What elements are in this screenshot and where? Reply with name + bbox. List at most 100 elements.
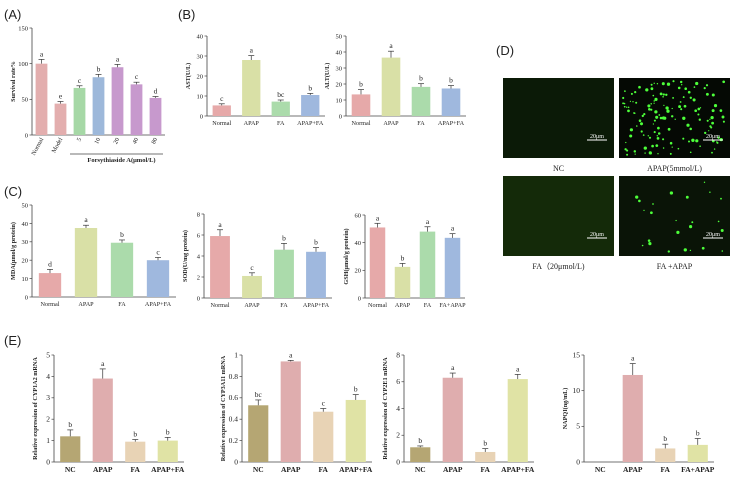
- fluorescent-cell: [669, 141, 673, 145]
- category-label: FA: [661, 465, 671, 474]
- significance-letter: a: [250, 46, 254, 55]
- bar: [655, 448, 676, 462]
- y-tick-label: 0.4: [229, 415, 239, 424]
- y-axis-label: MDA(μmol/g protein): [10, 222, 17, 280]
- bar: [130, 84, 143, 135]
- fluorescent-cell: [648, 108, 651, 111]
- bar: [73, 87, 86, 135]
- category-label: Normal: [352, 120, 371, 127]
- significance-letter: b: [166, 427, 170, 436]
- y-tick-label: 0.6: [229, 393, 239, 402]
- fluorescent-cell: [638, 85, 641, 89]
- fluorescent-cell: [688, 140, 690, 143]
- fluorescent-cell: [638, 199, 641, 203]
- fluorescent-cell: [672, 96, 675, 99]
- fluorescent-cell: [662, 147, 665, 149]
- category-label: Normal: [368, 302, 387, 309]
- y-tick-label: 0: [396, 457, 400, 466]
- fluorescent-cell: [641, 244, 644, 247]
- fluorescent-cell: [705, 84, 709, 87]
- y-tick-label: 0: [25, 132, 28, 139]
- category-label: NC: [595, 465, 606, 474]
- fluorescent-cell: [622, 102, 625, 105]
- panel-label-d: (D): [496, 43, 514, 58]
- category-label: FA: [424, 302, 432, 309]
- fluorescent-cell: [630, 92, 633, 95]
- fluorescent-cell: [643, 146, 647, 150]
- fluorescent-cell: [695, 81, 699, 86]
- y-axis-label: Relative expression of CYP3A11 mRNA: [220, 355, 227, 461]
- fluorescent-cell: [683, 248, 687, 252]
- fluorescent-cell: [654, 110, 658, 114]
- bar: [444, 237, 461, 298]
- fluorescent-cell: [689, 151, 692, 154]
- category-label: APAP: [281, 465, 301, 474]
- significance-letter: b: [663, 434, 667, 443]
- category-label: APAP: [93, 465, 113, 474]
- bar: [38, 273, 62, 297]
- significance-letter: b: [308, 83, 312, 92]
- micrograph-caption: FA（20μmol/L): [532, 262, 584, 271]
- category-label: FA: [118, 301, 126, 308]
- y-tick-label: 40: [336, 49, 343, 56]
- bar: [60, 436, 81, 462]
- fluorescent-cell: [719, 109, 723, 112]
- y-tick-label: 6: [197, 232, 201, 239]
- panel-label-a: (A): [4, 7, 21, 22]
- fluorescent-cell: [662, 138, 665, 141]
- fluorescent-cell: [662, 95, 664, 98]
- fluorescent-cell: [647, 135, 649, 137]
- y-tick-label: 0: [358, 295, 361, 302]
- category-label: APAP: [395, 302, 411, 309]
- y-tick-label: 60: [355, 212, 362, 219]
- significance-letter: c: [322, 399, 326, 408]
- fluorescent-cell: [711, 93, 715, 97]
- bar: [110, 242, 134, 297]
- y-tick-label: 2: [46, 415, 50, 424]
- fluorescent-cell: [711, 121, 715, 125]
- y-tick-label: 0: [46, 457, 50, 466]
- fluorescent-cell: [626, 106, 628, 108]
- significance-letter: c: [156, 247, 160, 256]
- fluorescent-cell: [679, 80, 683, 84]
- bar: [242, 60, 261, 116]
- y-tick-label: 30: [336, 65, 343, 72]
- fluorescent-cell: [624, 148, 627, 151]
- category-label: APAP+FA: [297, 120, 324, 127]
- category-label: NC: [65, 465, 76, 474]
- fluorescent-cell: [639, 122, 644, 126]
- significance-letter: a: [426, 217, 430, 226]
- fluorescent-cell: [638, 119, 642, 122]
- fluorescent-cell: [710, 126, 713, 129]
- category-label: APAP: [244, 302, 260, 309]
- fluorescent-cell: [653, 131, 656, 134]
- fluorescent-cell: [654, 97, 658, 101]
- significance-letter: a: [289, 350, 293, 359]
- fluorescent-cell: [622, 96, 625, 100]
- y-tick-label: 0: [576, 457, 580, 466]
- category-label: APAP+FA: [151, 465, 185, 474]
- fluorescent-cell: [669, 152, 672, 155]
- fluorescent-cell: [682, 116, 686, 120]
- significance-letter: a: [116, 54, 120, 63]
- fluorescent-cell: [711, 109, 715, 113]
- category-label: APAP: [383, 120, 399, 127]
- significance-letter: c: [250, 263, 254, 272]
- category-label: 40: [131, 137, 140, 146]
- fluorescent-cell: [662, 93, 665, 96]
- fluorescent-cell: [721, 250, 724, 252]
- fluorescent-cell: [653, 102, 655, 104]
- fluorescent-cell: [677, 147, 680, 150]
- significance-letter: a: [376, 213, 380, 222]
- fluorescent-cell: [650, 83, 653, 86]
- fluorescent-cell: [689, 96, 692, 99]
- significance-letter: a: [451, 363, 455, 372]
- fluorescent-cell: [651, 144, 654, 148]
- bar: [441, 88, 461, 116]
- category-label: NC: [253, 465, 264, 474]
- category-label: APAP: [443, 465, 463, 474]
- bar: [242, 275, 262, 298]
- fluorescent-cell: [650, 103, 652, 105]
- fluorescent-cell: [623, 102, 626, 105]
- fluorescent-cell: [689, 127, 692, 131]
